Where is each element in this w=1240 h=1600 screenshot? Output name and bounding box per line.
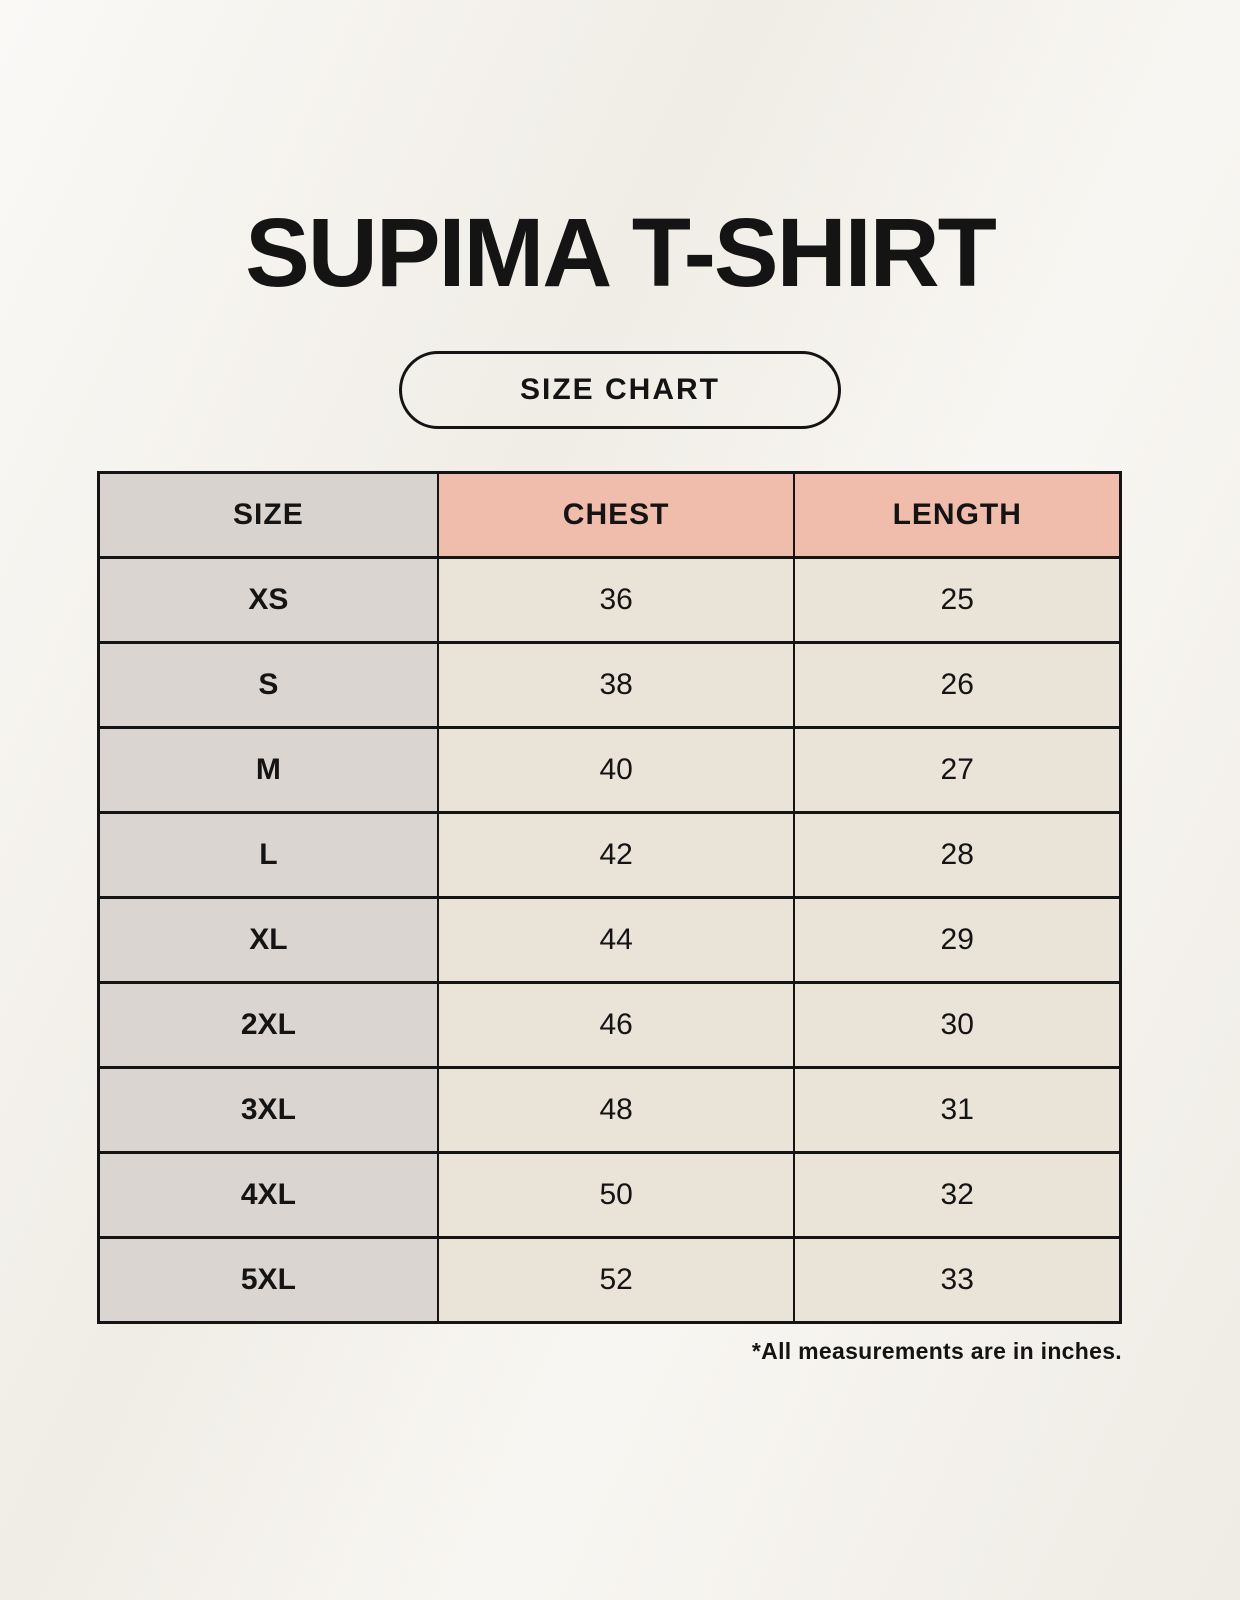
table-row: 4XL 50 32 xyxy=(97,1150,1122,1239)
column-header-chest: CHEST xyxy=(436,470,796,559)
size-chart-table: SIZE CHEST LENGTH XS 36 25 S 38 26 M 40 27 L 42 28 X… xyxy=(97,470,1122,1324)
size-chart-badge: SIZE CHART xyxy=(399,350,841,429)
chest-cell: 44 xyxy=(436,895,796,984)
length-cell: 27 xyxy=(793,725,1122,814)
length-cell: 32 xyxy=(793,1150,1122,1239)
table-row: 5XL 52 33 xyxy=(97,1235,1122,1324)
header-row: SIZE CHEST LENGTH xyxy=(97,470,1122,559)
length-cell: 25 xyxy=(793,555,1122,644)
size-cell: 3XL xyxy=(97,1065,439,1154)
size-cell: XL xyxy=(97,895,439,984)
chest-cell: 48 xyxy=(436,1065,796,1154)
length-cell: 33 xyxy=(793,1235,1122,1324)
length-cell: 30 xyxy=(793,980,1122,1069)
table-row: XL 44 29 xyxy=(97,895,1122,984)
chest-cell: 50 xyxy=(436,1150,796,1239)
table-body: XS 36 25 S 38 26 M 40 27 L 42 28 XL 44 29 2XL 46 30 3XL 48 3… xyxy=(97,555,1122,1324)
length-cell: 31 xyxy=(793,1065,1122,1154)
table-header: SIZE CHEST LENGTH xyxy=(97,470,1122,559)
table-row: L 42 28 xyxy=(97,810,1122,899)
table-row: 2XL 46 30 xyxy=(97,980,1122,1069)
chest-cell: 46 xyxy=(436,980,796,1069)
chest-cell: 36 xyxy=(436,555,796,644)
size-cell: 2XL xyxy=(97,980,439,1069)
table-row: 3XL 48 31 xyxy=(97,1065,1122,1154)
size-cell: M xyxy=(97,725,439,814)
size-cell: XS xyxy=(97,555,439,644)
chest-cell: 52 xyxy=(436,1235,796,1324)
size-cell: L xyxy=(97,810,439,899)
size-cell: 4XL xyxy=(97,1150,439,1239)
column-header-length: LENGTH xyxy=(793,470,1122,559)
chest-cell: 40 xyxy=(436,725,796,814)
length-cell: 26 xyxy=(793,640,1122,729)
chest-cell: 38 xyxy=(436,640,796,729)
size-chart-table-wrap: SIZE CHEST LENGTH XS 36 25 S 38 26 M 40 27 L 42 28 X… xyxy=(97,470,1122,1324)
page-title: SUPIMA T-SHIRT xyxy=(245,198,997,307)
size-cell: 5XL xyxy=(97,1235,439,1324)
column-header-size: SIZE xyxy=(97,470,439,559)
table-row: M 40 27 xyxy=(97,725,1122,814)
table-row: XS 36 25 xyxy=(97,555,1122,644)
length-cell: 29 xyxy=(793,895,1122,984)
measurements-footnote: *All measurements are in inches. xyxy=(751,1337,1122,1364)
chest-cell: 42 xyxy=(436,810,796,899)
size-cell: S xyxy=(97,640,439,729)
table-row: S 38 26 xyxy=(97,640,1122,729)
length-cell: 28 xyxy=(793,810,1122,899)
